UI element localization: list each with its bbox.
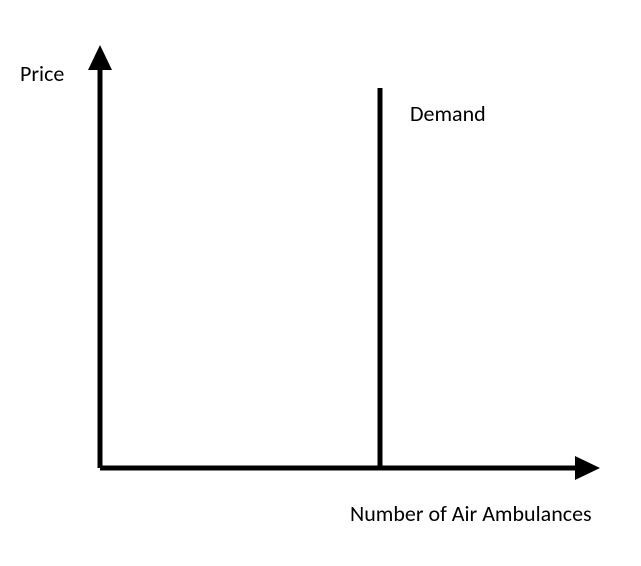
x-axis-arrow (575, 456, 600, 480)
demand-label: Demand (410, 100, 486, 127)
chart-svg (0, 0, 641, 566)
y-axis-arrow (88, 45, 112, 70)
y-axis-label: Price (20, 60, 64, 87)
x-axis-label: Number of Air Ambulances (350, 500, 592, 527)
demand-chart: Price Demand Number of Air Ambulances (0, 0, 641, 566)
